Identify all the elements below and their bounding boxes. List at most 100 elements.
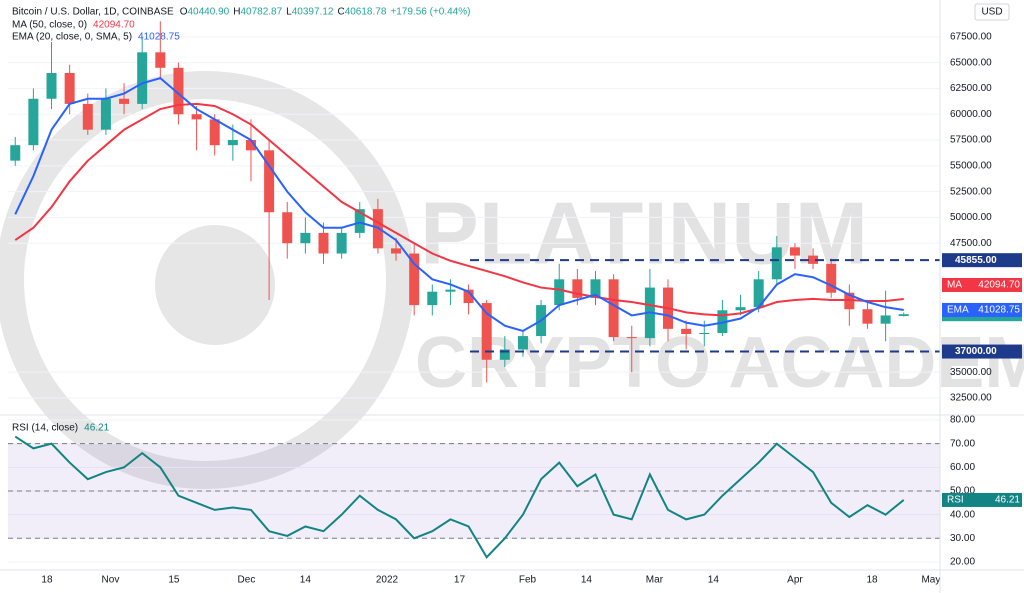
y-tick-label: 35000.00: [950, 367, 992, 378]
candle-body: [826, 263, 837, 293]
candle-body: [681, 328, 692, 335]
candle-body: [699, 332, 710, 335]
y-tick-label: 40.00: [950, 509, 975, 520]
candle-body: [554, 279, 565, 306]
indicator-tag: [942, 302, 1022, 317]
candle-body: [64, 72, 75, 104]
candle-body: [28, 98, 39, 146]
y-tick-label: 60000.00: [950, 109, 992, 120]
candle-body: [282, 212, 293, 244]
indicator-line: [14, 435, 905, 559]
candle-body: [82, 103, 93, 130]
candle-body: [445, 289, 456, 292]
candle-body: [789, 247, 800, 256]
candle-body: [717, 310, 728, 333]
y-tick-label: 20.00: [950, 557, 975, 568]
x-tick-label: Feb: [519, 575, 537, 586]
x-tick-label: 14: [581, 575, 593, 586]
indicator-tag-value: 41028.75: [978, 305, 1020, 316]
candle-body: [300, 232, 311, 244]
candle-body: [771, 247, 782, 280]
x-tick-label: 18: [866, 575, 878, 586]
y-tick-label: 67500.00: [950, 31, 992, 42]
y-tick-label: 52500.00: [950, 186, 992, 197]
x-tick-label: 15: [168, 575, 180, 586]
x-tick-label: 14: [300, 575, 312, 586]
indicator-tag-value: 46.21: [995, 495, 1020, 506]
y-tick-label: 32500.00: [950, 393, 992, 404]
indicator-tag-name: RSI: [947, 495, 964, 506]
candle-body: [572, 279, 583, 298]
y-tick-label: 55000.00: [950, 160, 992, 171]
candle-body: [808, 255, 819, 264]
y-tick-label: 65000.00: [950, 57, 992, 68]
ohlc-value: 40782.87: [240, 7, 282, 18]
indicator-tag-value: 42094.70: [978, 280, 1020, 291]
candle-body: [499, 349, 510, 360]
candle-body: [608, 279, 619, 338]
currency: USD: [981, 7, 1002, 18]
y-tick-label: 60.00: [950, 462, 975, 473]
candle-body: [100, 98, 111, 130]
candle-body: [844, 292, 855, 310]
indicator-line: [14, 77, 904, 332]
candle-body: [862, 309, 873, 324]
candle-body: [626, 337, 637, 339]
candle-body: [264, 150, 275, 213]
candle-body: [481, 303, 492, 360]
symbol-title: Bitcoin / U.S. Dollar, 1D, COINBASE: [12, 7, 174, 18]
candle-body: [245, 140, 256, 151]
price-tag: [942, 253, 1022, 268]
ohlc-key: L: [286, 7, 292, 18]
candle-body: [880, 315, 891, 324]
x-tick-label: 14: [708, 575, 720, 586]
indicator-tag: [942, 492, 1022, 507]
candle-body: [191, 114, 202, 120]
candle-body: [318, 232, 329, 254]
x-tick-label: Dec: [238, 575, 256, 586]
legend-name: EMA (20, close, 0, SMA, 5): [12, 32, 132, 43]
x-tick-label: May: [921, 575, 940, 586]
x-tick-label: 2022: [376, 575, 399, 586]
candle-body: [227, 140, 238, 146]
candle-body: [463, 289, 474, 304]
candle-body: [590, 279, 601, 298]
watermark-logo: [0, 71, 414, 489]
price-change: +179.56 (+0.44%): [390, 7, 470, 18]
legend-value: 41028.75: [138, 32, 180, 43]
legend-name: MA (50, close, 0): [12, 20, 87, 31]
y-tick-label: 30.00: [950, 533, 975, 544]
y-tick-label: 62500.00: [950, 83, 992, 94]
x-tick-label: Mar: [646, 575, 664, 586]
legend-value: 42094.70: [93, 20, 135, 31]
ohlc-value: 40397.12: [292, 7, 334, 18]
candle-body: [10, 145, 21, 161]
x-tick-label: Apr: [787, 575, 803, 586]
candle-body: [517, 336, 528, 350]
ohlc-key: H: [233, 7, 240, 18]
x-tick-label: Nov: [102, 575, 120, 586]
y-tick-label: 47500.00: [950, 238, 992, 249]
ohlc-value: 40440.90: [188, 7, 230, 18]
x-tick-label: 18: [41, 575, 53, 586]
candle-body: [391, 248, 402, 254]
y-tick-label: 50000.00: [950, 212, 992, 223]
ohlc-value: 40618.78: [345, 7, 387, 18]
candle-body: [753, 279, 764, 308]
candle-body: [898, 314, 909, 317]
candle-body: [336, 232, 347, 254]
y-tick-label: 50.00: [950, 486, 975, 497]
watermark-logo: [155, 225, 275, 345]
candle-body: [209, 119, 220, 146]
watermark-text: PLATINUM: [420, 183, 868, 282]
indicator-tag-name: EMA: [947, 305, 969, 316]
x-tick-label: 17: [454, 575, 466, 586]
watermark-text: CRYPTO ACADEMY: [415, 323, 1024, 403]
candle-body: [427, 291, 438, 306]
candle-body: [354, 209, 365, 233]
price-tag: [942, 344, 1022, 359]
y-tick-label: 57500.00: [950, 135, 992, 146]
candle-body: [46, 72, 57, 99]
y-tick-label: 80.00: [950, 415, 975, 426]
